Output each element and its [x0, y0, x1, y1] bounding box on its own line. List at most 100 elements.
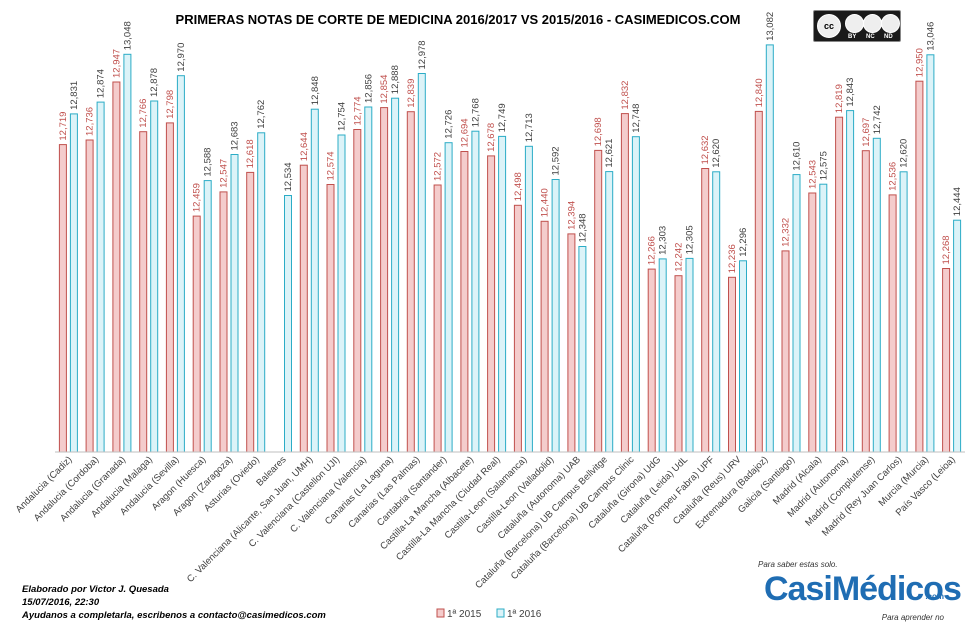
data-label-s0-28: 12,543	[807, 160, 818, 189]
bar-s1-30	[872, 137, 881, 453]
bar-s1-28	[819, 183, 828, 453]
bar-s0-17	[513, 204, 522, 453]
data-label-s1-2: 13,048	[122, 21, 133, 50]
chart-title: PRIMERAS NOTAS DE CORTE DE MEDICINA 2016…	[176, 12, 741, 27]
bar-s0-11	[353, 129, 362, 453]
bar-s1-4	[176, 75, 185, 453]
data-label-s0-29: 12,819	[834, 84, 845, 113]
data-label-s0-27: 12,332	[781, 218, 792, 247]
bar-s1-6	[230, 154, 239, 453]
bars-layer	[58, 44, 962, 453]
data-label-s1-22: 12,303	[658, 226, 669, 255]
bar-s0-13	[406, 111, 415, 453]
data-label-s1-0: 12,831	[69, 81, 80, 110]
data-label-s1-17: 12,713	[524, 113, 535, 142]
legend-swatch-0	[436, 608, 445, 618]
bar-s0-6	[219, 191, 228, 453]
logo-domain: .com	[925, 592, 944, 601]
bar-s1-3	[150, 100, 159, 453]
bar-s0-33	[942, 268, 951, 453]
bar-s0-29	[835, 116, 844, 453]
data-label-s1-19: 12,348	[577, 213, 588, 242]
bar-s1-12	[391, 97, 400, 453]
data-label-s1-23: 12,305	[685, 225, 696, 254]
bar-s1-10	[337, 134, 346, 453]
data-label-s0-7: 12,618	[245, 139, 256, 168]
data-label-s1-28: 12,575	[818, 151, 829, 180]
bar-s1-21	[631, 136, 640, 453]
data-label-s0-2: 12,947	[111, 49, 122, 78]
bar-s0-20	[594, 149, 603, 453]
data-label-s0-23: 12,242	[674, 243, 685, 272]
bar-s1-16	[498, 135, 507, 453]
bar-s1-13	[417, 73, 426, 453]
bar-s1-0	[69, 113, 78, 453]
person-icon	[845, 14, 864, 33]
bar-s0-21	[620, 113, 629, 453]
casimedicos-logo: Para saber estas solo. CasiMédicos .com …	[750, 560, 962, 622]
bar-s1-5	[203, 180, 212, 453]
bar-s0-31	[888, 194, 897, 453]
credit-contact: Ayudanos a completarla, escribenos a con…	[22, 610, 326, 621]
data-label-s0-33: 12,268	[941, 235, 952, 264]
bar-s0-22	[647, 268, 656, 453]
cc-logo-icon: cc	[817, 14, 841, 38]
bar-s1-11	[364, 106, 373, 453]
data-label-s0-9: 12,644	[299, 132, 310, 161]
data-label-s0-13: 12,839	[406, 79, 417, 108]
data-label-s1-16: 12,749	[497, 103, 508, 132]
bar-s0-3	[139, 131, 148, 453]
data-label-s1-21: 12,748	[631, 104, 642, 133]
logo-wordmark: CasiMédicos	[764, 570, 962, 608]
bar-s0-16	[487, 155, 496, 453]
bar-s0-12	[380, 107, 389, 453]
data-label-s0-32: 12,950	[914, 48, 925, 77]
data-label-s1-32: 13,046	[925, 22, 936, 51]
cc-license-badge: cc BY NC ND	[813, 10, 901, 42]
bar-s0-19	[567, 233, 576, 453]
data-label-s1-29: 12,843	[845, 78, 856, 107]
bar-s0-30	[861, 150, 870, 453]
data-label-s1-31: 12,620	[899, 139, 910, 168]
bar-s1-1	[96, 101, 105, 453]
data-label-s0-31: 12,536	[888, 162, 899, 191]
bar-s0-1	[85, 139, 94, 453]
data-label-s0-24: 12,632	[700, 135, 711, 164]
data-label-s1-9: 12,848	[310, 76, 321, 105]
data-label-s1-30: 12,742	[872, 105, 883, 134]
data-label-s0-12: 12,854	[379, 75, 390, 104]
bar-s1-17	[524, 145, 533, 453]
legend: 1ª 2015 1ª 2016	[436, 608, 542, 620]
data-label-s1-33: 12,444	[952, 187, 963, 216]
data-label-s1-18: 12,592	[551, 146, 562, 175]
bar-s1-20	[605, 171, 614, 453]
data-label-s0-17: 12,498	[513, 172, 524, 201]
bar-s1-14	[444, 142, 453, 453]
legend-label-0: 1ª 2015	[447, 609, 482, 620]
bar-s1-26	[765, 44, 774, 453]
data-label-s0-18: 12,440	[540, 188, 551, 217]
bar-s0-2	[112, 81, 121, 453]
data-label-s1-27: 12,610	[792, 142, 803, 171]
data-label-s1-20: 12,621	[604, 139, 615, 168]
data-label-s1-26: 13,082	[765, 12, 776, 41]
legend-label-1: 1ª 2016	[507, 609, 542, 620]
bar-s0-25	[728, 276, 736, 453]
data-label-s0-0: 12,719	[58, 112, 69, 141]
data-label-s0-15: 12,694	[459, 118, 470, 147]
data-label-s1-12: 12,888	[390, 65, 401, 94]
cc-nc-label: NC	[866, 34, 875, 40]
bar-s1-7	[257, 132, 266, 453]
legend-swatch-1	[496, 608, 505, 618]
bar-s0-24	[701, 168, 710, 453]
bar-s1-29	[846, 110, 855, 453]
bar-s1-24	[712, 171, 721, 453]
credit-author: Elaborado por Victor J. Quesada	[22, 584, 169, 595]
bar-s1-31	[899, 171, 908, 453]
bar-s0-23	[674, 275, 683, 453]
bar-s1-15	[471, 130, 480, 453]
bar-s0-28	[808, 192, 817, 453]
logo-tagline-top: Para saber estas solo.	[758, 560, 838, 569]
